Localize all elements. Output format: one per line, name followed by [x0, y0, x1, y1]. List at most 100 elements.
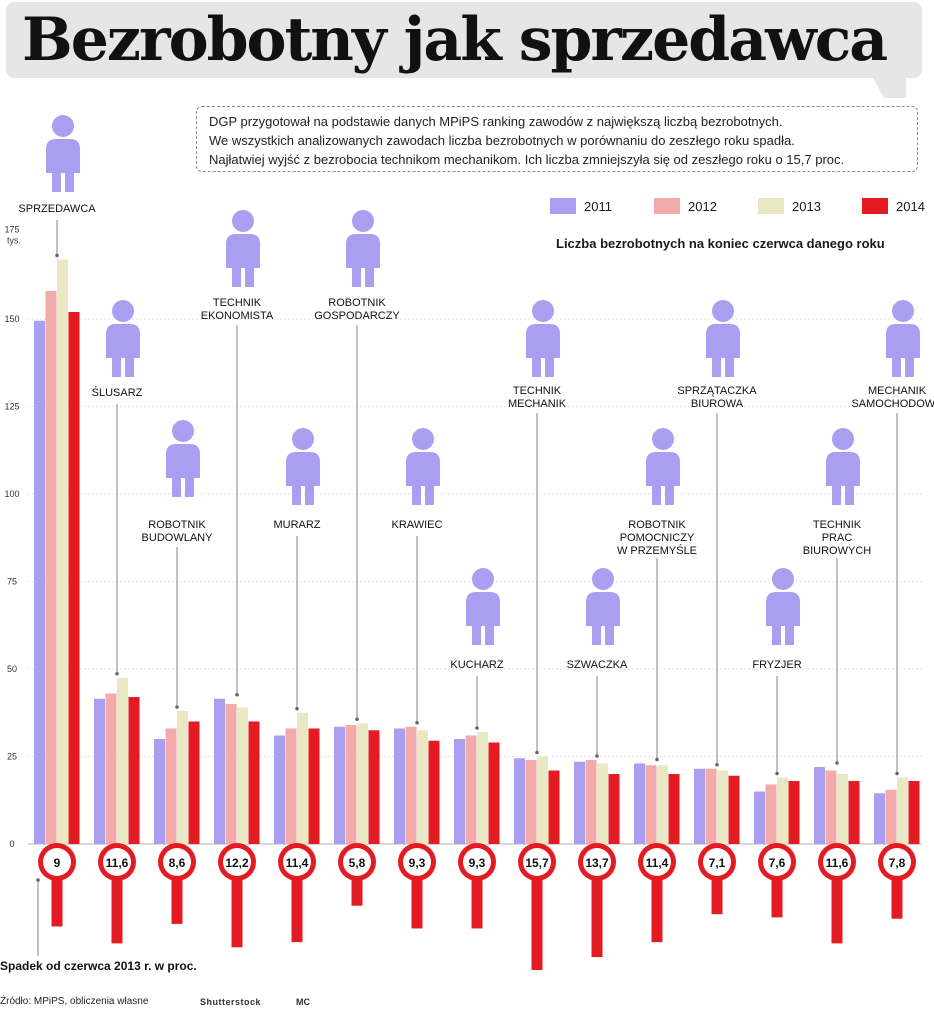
- bar-2014: [728, 775, 740, 844]
- decline-pin-face: [403, 848, 431, 876]
- person-leg: [772, 623, 781, 645]
- legend-label: 2013: [792, 199, 821, 214]
- bar-2014: [548, 770, 560, 844]
- category-label: TECHNIK: [213, 297, 262, 309]
- decline-bar: [471, 862, 483, 929]
- person-torso: [166, 444, 200, 478]
- category-label: KRAWIEC: [392, 519, 443, 531]
- y-tick-label: 75: [7, 577, 17, 587]
- category-label: SAMOCHODOWY: [851, 398, 934, 410]
- leader-dot: [475, 726, 479, 730]
- person-head: [172, 420, 194, 442]
- category-group: MURARZ 11,4: [273, 428, 321, 943]
- bar-2011: [634, 763, 645, 844]
- cook-icon: [466, 568, 500, 645]
- y-tick-label: 50: [7, 664, 17, 674]
- bar-2013: [417, 730, 428, 844]
- bar-2011: [814, 767, 825, 844]
- person-leg: [125, 355, 134, 377]
- person-head: [472, 568, 494, 590]
- page-title: Bezrobotny jak sprzedawca: [22, 5, 888, 75]
- person-head: [892, 300, 914, 322]
- person-leg: [245, 265, 254, 287]
- y-tick-label: 100: [4, 489, 19, 499]
- decline-value: 9,3: [469, 856, 486, 870]
- decline-value: 11,4: [646, 856, 669, 870]
- person-leg: [352, 265, 361, 287]
- person-leg: [52, 170, 61, 192]
- bar-2011: [94, 698, 105, 844]
- bar-2013: [477, 732, 488, 844]
- leader-dot: [895, 771, 899, 776]
- person-leg: [425, 483, 434, 505]
- person-leg: [592, 623, 601, 645]
- person-leg: [892, 355, 901, 377]
- cleaner-icon: [706, 300, 740, 377]
- person-leg: [545, 355, 554, 377]
- bar-2012: [885, 789, 897, 844]
- bar-2011: [214, 698, 225, 844]
- person-leg: [785, 623, 794, 645]
- decline-bar: [291, 862, 303, 943]
- category-label: TECHNIK: [813, 519, 862, 531]
- y-tick-label: 0: [9, 839, 14, 849]
- decline-bar: [411, 862, 423, 929]
- person-head: [412, 428, 434, 450]
- salesperson-icon: [46, 115, 80, 192]
- person-leg: [472, 623, 481, 645]
- person-leg: [652, 483, 661, 505]
- office-technician-icon: [826, 428, 860, 505]
- person-leg: [832, 483, 841, 505]
- leader-dot: [355, 717, 359, 722]
- bar-2013: [237, 707, 248, 844]
- bar-2012: [705, 768, 717, 844]
- bar-2014: [908, 781, 920, 844]
- leader-dot: [535, 750, 539, 755]
- decline-pin-face: [643, 848, 671, 876]
- person-leg: [532, 355, 541, 377]
- person-torso: [886, 324, 920, 358]
- decline-value: 11,4: [286, 856, 309, 870]
- leader-dot: [115, 671, 119, 676]
- category-label: W PRZEMYŚLE: [617, 544, 697, 557]
- locksmith-icon: [106, 300, 140, 377]
- leader-dot: [415, 720, 419, 725]
- construction-worker-icon: [166, 420, 200, 497]
- bar-2014: [668, 774, 680, 844]
- person-leg: [172, 475, 181, 497]
- seamstress-icon: [586, 568, 620, 645]
- decline-bar: [591, 862, 603, 958]
- y-tick-label: 175: [4, 225, 19, 235]
- decline-pin-face: [223, 848, 251, 876]
- decline-value: 7,6: [769, 856, 786, 870]
- legend-label: 2012: [688, 199, 717, 214]
- category-label: MURARZ: [273, 519, 320, 531]
- decline-pin-face: [703, 848, 731, 876]
- person-torso: [706, 324, 740, 358]
- author-credit: MC: [296, 997, 310, 1007]
- legend-swatch: [758, 198, 784, 214]
- decline-pin-face: [523, 848, 551, 876]
- person-torso: [646, 452, 680, 486]
- person-head: [652, 428, 674, 450]
- decline-value: 15,7: [525, 856, 549, 870]
- category-group: FRYZJER 7,6: [752, 568, 802, 918]
- person-leg: [65, 170, 74, 192]
- decline-bar: [711, 862, 723, 915]
- person-head: [532, 300, 554, 322]
- decline-pin-face: [163, 848, 191, 876]
- decline-bar: [651, 862, 663, 943]
- decline-value: 9: [54, 856, 61, 870]
- person-torso: [526, 324, 560, 358]
- category-label: PRAC: [822, 532, 853, 544]
- person-head: [52, 115, 74, 137]
- auxiliary-worker-icon: [646, 428, 680, 505]
- car-mechanic-icon: [886, 300, 920, 377]
- bar-2011: [694, 768, 705, 844]
- leader-dot: [175, 705, 179, 709]
- bar-2014: [788, 781, 800, 844]
